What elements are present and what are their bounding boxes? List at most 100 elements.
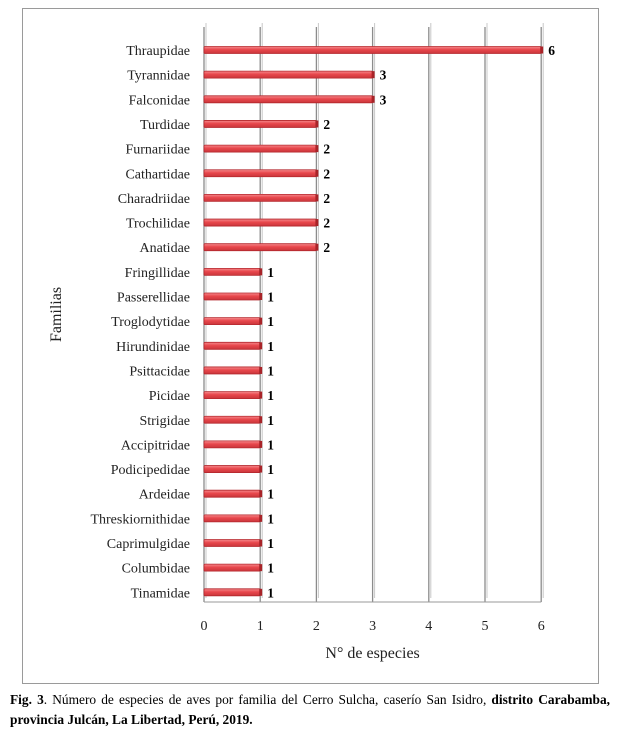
category-label: Furnariidae xyxy=(125,143,190,158)
bar xyxy=(203,366,261,375)
data-label: 2 xyxy=(323,191,330,206)
bar-end-cap xyxy=(315,145,319,153)
category-label: Ardeidae xyxy=(139,488,190,503)
data-label: 2 xyxy=(323,216,330,231)
bar xyxy=(203,144,317,153)
x-tick-label: 2 xyxy=(313,619,320,634)
data-label: 1 xyxy=(267,437,274,452)
data-label: 2 xyxy=(323,117,330,132)
data-label: 1 xyxy=(267,363,274,378)
bar xyxy=(203,267,261,276)
data-label: 3 xyxy=(380,68,387,83)
data-label: 1 xyxy=(267,511,274,526)
bar-end-cap xyxy=(371,95,375,103)
bar-end-cap xyxy=(315,219,319,227)
category-label: Tyrannidae xyxy=(127,69,190,84)
data-label: 1 xyxy=(267,290,274,305)
caption-text: . Número de especies de aves por familia… xyxy=(43,692,492,707)
y-axis-title: Familias xyxy=(48,287,65,342)
data-label: 2 xyxy=(323,240,330,255)
bar xyxy=(203,563,261,572)
x-tick-label: 6 xyxy=(538,619,545,634)
bar-end-cap xyxy=(259,465,263,473)
category-label: Passerellidae xyxy=(117,291,190,306)
bar xyxy=(203,489,261,498)
bar-end-cap xyxy=(540,46,544,54)
bar xyxy=(203,292,261,301)
category-label: Columbidae xyxy=(122,562,190,577)
x-axis-title: N° de especies xyxy=(325,645,419,662)
data-label: 1 xyxy=(267,413,274,428)
category-label: Psittacidae xyxy=(129,364,190,379)
bar-chart: Thraupidae 6 Tyrannidae 3 Falconidae 3 Turdida… xyxy=(48,23,555,662)
bar xyxy=(203,169,317,178)
x-tick-label: 4 xyxy=(425,619,432,634)
bar-end-cap xyxy=(371,71,375,79)
category-label: Turdidae xyxy=(140,118,190,133)
bar xyxy=(203,588,261,597)
data-label: 6 xyxy=(548,43,555,58)
category-label: Anatidae xyxy=(139,241,190,256)
bar-end-cap xyxy=(315,243,319,251)
category-label: Strigidae xyxy=(139,414,190,429)
bar xyxy=(203,465,261,473)
bar-end-cap xyxy=(315,120,319,128)
category-label: Threskiornithidae xyxy=(90,512,190,527)
bar-end-cap xyxy=(259,366,263,374)
x-tick-label: 1 xyxy=(257,619,264,634)
bar-end-cap xyxy=(259,514,263,522)
bar xyxy=(203,415,261,424)
bar xyxy=(203,317,261,326)
x-tick-label: 5 xyxy=(482,619,489,634)
bar-end-cap xyxy=(259,293,263,300)
caption-prefix: Fig. 3 xyxy=(10,692,44,707)
category-label: Accipitridae xyxy=(121,438,190,453)
bar xyxy=(203,243,317,252)
data-label: 1 xyxy=(267,314,274,329)
category-label: Cathartidae xyxy=(125,167,190,182)
category-label: Troglodytidae xyxy=(111,315,190,330)
bar-end-cap xyxy=(259,588,263,596)
data-label: 1 xyxy=(267,561,274,576)
bar-end-cap xyxy=(315,169,319,177)
data-label: 1 xyxy=(267,462,274,477)
category-label: Picidae xyxy=(149,389,190,404)
data-label: 2 xyxy=(323,142,330,157)
bar-end-cap xyxy=(259,440,263,448)
bar xyxy=(203,440,261,449)
data-label: 1 xyxy=(267,536,274,551)
category-label: Trochilidae xyxy=(126,217,190,232)
category-label: Tinamidae xyxy=(131,586,190,601)
figure-caption: Fig. 3. Número de especies de aves por f… xyxy=(10,690,610,730)
data-label: 1 xyxy=(267,339,274,354)
data-label: 1 xyxy=(267,487,274,502)
category-label: Hirundinidae xyxy=(116,340,190,355)
bar xyxy=(203,391,261,400)
data-label: 3 xyxy=(380,92,387,107)
category-label: Thraupidae xyxy=(126,44,190,59)
category-label: Fringillidae xyxy=(125,266,190,281)
category-label: Charadriidae xyxy=(118,192,190,207)
data-label: 2 xyxy=(323,166,330,181)
bar-end-cap xyxy=(315,194,319,202)
bar-end-cap xyxy=(259,268,263,276)
bar xyxy=(203,70,374,79)
category-label: Caprimulgidae xyxy=(107,537,190,552)
x-tick-label: 3 xyxy=(369,619,376,634)
bar xyxy=(203,514,261,523)
bar-end-cap xyxy=(259,391,263,399)
chart-frame: Thraupidae 6 Tyrannidae 3 Falconidae 3 Turdida… xyxy=(22,8,599,684)
bar-end-cap xyxy=(259,317,263,325)
bar xyxy=(203,46,542,54)
x-tick-label: 0 xyxy=(201,619,208,634)
data-label: 1 xyxy=(267,585,274,600)
bar xyxy=(203,95,374,104)
bar-end-cap xyxy=(259,416,263,424)
data-label: 1 xyxy=(267,265,274,280)
bar xyxy=(203,539,261,547)
bar-end-cap xyxy=(259,490,263,498)
bar xyxy=(203,218,317,227)
category-label: Falconidae xyxy=(129,93,190,108)
data-label: 1 xyxy=(267,388,274,403)
bar xyxy=(203,341,261,350)
